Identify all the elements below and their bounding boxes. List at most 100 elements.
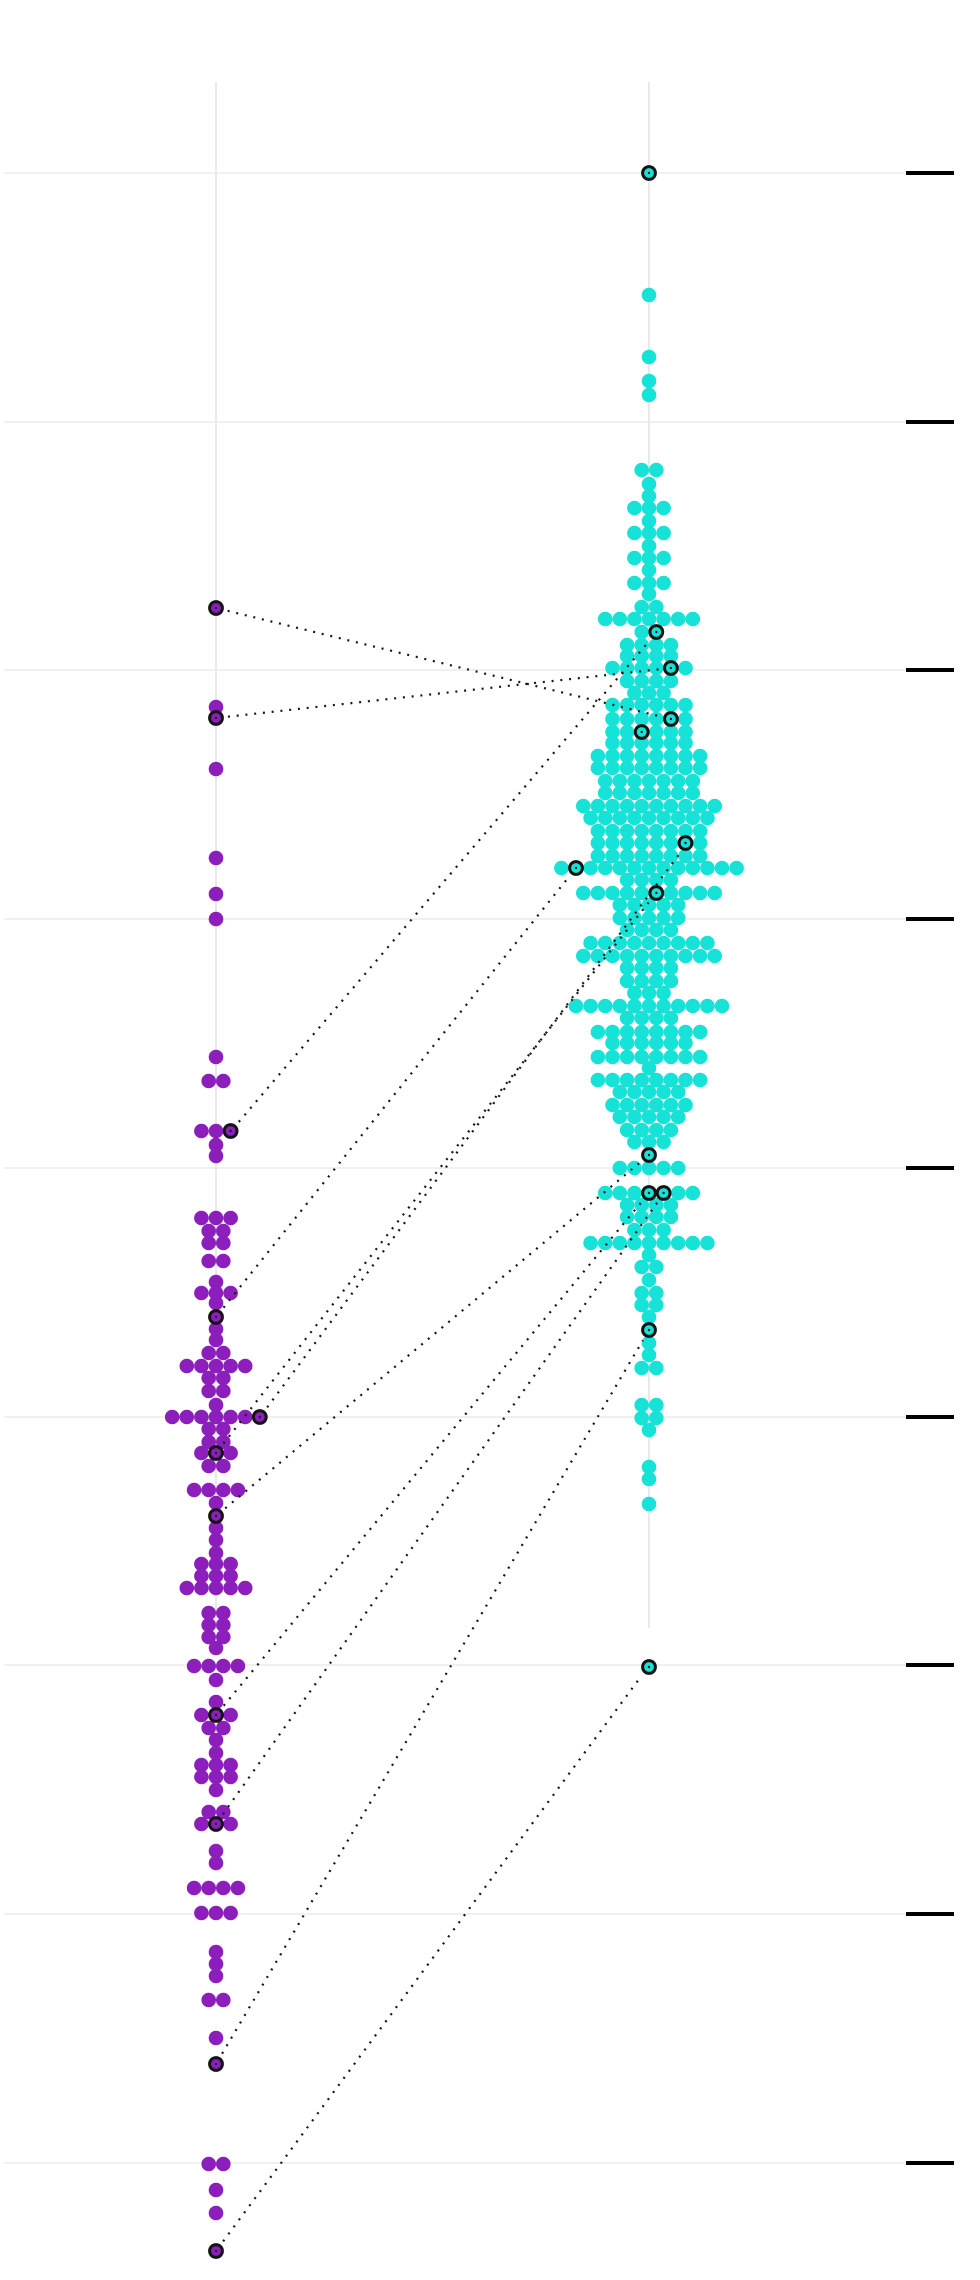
data-dot-right-column [641, 513, 657, 529]
data-dot-right-column [619, 948, 635, 964]
data-dot-right-column [568, 998, 584, 1014]
data-dot-right-column [619, 872, 635, 888]
data-dot-right-column [634, 748, 649, 764]
data-dot-right-column [649, 823, 664, 839]
data-dot-right-column [641, 1222, 657, 1238]
data-dot-right-column [656, 897, 671, 913]
data-dot-right-column [670, 897, 686, 913]
data-dot-right-column [649, 1209, 664, 1225]
data-dot-right-column [634, 973, 649, 989]
highlighted-dot-pin-right-column [647, 1665, 651, 1669]
highlighted-dot-pin-right-column [655, 630, 658, 634]
data-dot-left-column [201, 1458, 216, 1474]
data-dot-right-column [663, 724, 679, 740]
data-dot-right-column [641, 373, 657, 389]
data-dot-right-column [634, 1209, 649, 1225]
data-dot-right-column [649, 724, 664, 740]
data-dot-right-column [634, 922, 649, 938]
data-dot-right-column [641, 488, 657, 504]
data-dot-left-column [186, 1880, 202, 1896]
data-dot-left-column [194, 1769, 209, 1785]
data-dot-left-column [194, 1816, 209, 1832]
data-dot-right-column [707, 798, 722, 814]
data-dot-right-column [554, 860, 569, 876]
data-dot-left-column [194, 1757, 209, 1773]
data-dot-right-column [627, 575, 642, 591]
data-dot-right-column [649, 1397, 664, 1413]
data-dot-left-column [194, 1123, 209, 1139]
data-dot-right-column [627, 785, 642, 801]
data-dot-left-column [208, 1274, 224, 1290]
data-dot-left-column [201, 1345, 216, 1361]
data-dot-right-column [656, 500, 671, 516]
data-dot-left-column [216, 1458, 231, 1474]
highlighted-dot-pin-right-column [574, 866, 578, 870]
data-dot-right-column [663, 1024, 679, 1040]
data-dot-right-column [634, 1285, 649, 1301]
data-dot-right-column [605, 885, 620, 901]
data-dot-right-column [678, 1049, 693, 1065]
data-dot-right-column [649, 948, 664, 964]
connector-line [222, 1202, 658, 1815]
data-dot-right-column [663, 922, 679, 938]
data-dot-right-column [663, 872, 679, 888]
data-dot-right-column [656, 1222, 671, 1238]
data-dot-right-column [678, 885, 693, 901]
data-dot-right-column [692, 885, 708, 901]
data-dot-right-column [649, 637, 664, 653]
data-dot-left-column [223, 1757, 238, 1773]
data-dot-left-column [201, 1223, 216, 1239]
data-dot-right-column [678, 735, 693, 751]
data-dot-left-column [194, 1905, 209, 1921]
data-dot-left-column [208, 1956, 224, 1972]
data-dot-right-column [656, 525, 671, 541]
data-dot-right-column [634, 1259, 649, 1275]
data-dot-right-column [663, 798, 679, 814]
data-dot-right-column [641, 773, 657, 789]
data-dot-right-column [656, 773, 671, 789]
data-dot-right-column [663, 1049, 679, 1065]
data-dot-right-column [678, 1097, 693, 1113]
data-dot-left-column [208, 1123, 224, 1139]
data-dot-left-column [223, 1769, 238, 1785]
data-dot-right-column [590, 885, 606, 901]
data-dot-left-column [208, 761, 224, 777]
highlighted-dot-pin-left-column [229, 1129, 232, 1133]
data-dot-right-column [619, 697, 635, 713]
data-dot-right-column [619, 735, 635, 751]
data-dot-left-column [208, 2205, 224, 2221]
data-dot-right-column [634, 735, 649, 751]
data-dot-right-column [641, 1134, 657, 1150]
data-dot-right-column [583, 935, 598, 951]
data-dot-right-column [619, 637, 635, 653]
data-dot-left-column [208, 1409, 224, 1425]
data-dot-right-column [605, 748, 620, 764]
data-dot-right-column [649, 1360, 664, 1376]
data-dot-left-column [216, 1421, 231, 1437]
data-dot-right-column [605, 1035, 620, 1051]
data-dot-right-column [685, 773, 701, 789]
data-dot-right-column [685, 1185, 701, 1201]
data-dot-right-column [619, 1049, 635, 1065]
data-dot-right-column [634, 948, 649, 964]
data-dot-left-column [223, 1556, 238, 1572]
data-dot-right-column [649, 748, 664, 764]
data-dot-left-column [216, 1370, 231, 1386]
data-dot-right-column [641, 476, 657, 492]
data-dot-right-column [663, 1097, 679, 1113]
data-dot-left-column [216, 1235, 231, 1251]
highlighted-dot-pin-left-column [258, 1415, 261, 1419]
data-dot-right-column [663, 948, 679, 964]
data-dot-right-column [619, 1072, 635, 1088]
data-dot-right-column [670, 611, 686, 627]
data-dot-right-column [641, 500, 657, 516]
data-dot-left-column [208, 1397, 224, 1413]
data-dot-right-column [692, 848, 708, 864]
data-dot-left-column [216, 1992, 231, 2008]
data-dot-left-column [230, 1658, 246, 1674]
data-dot-left-column [208, 1520, 224, 1536]
highlighted-dot-pin-left-column [214, 1514, 218, 1518]
connector-line [224, 1161, 641, 1510]
data-dot-right-column [634, 1410, 649, 1426]
data-dot-right-column [692, 1049, 708, 1065]
